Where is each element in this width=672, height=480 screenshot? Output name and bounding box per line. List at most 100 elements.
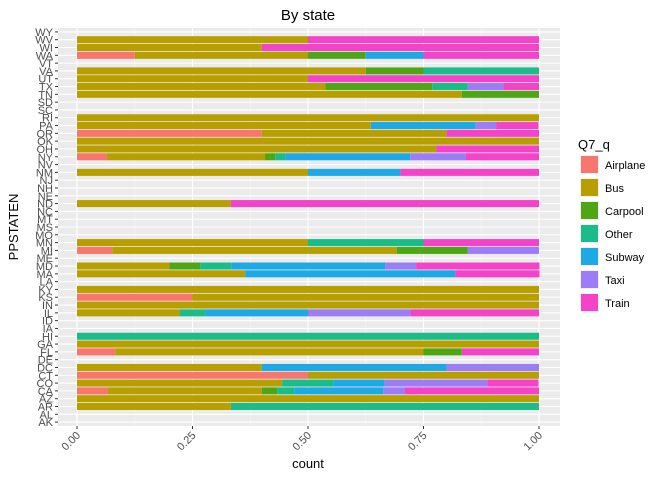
y-tick-label: OH — [37, 144, 54, 156]
bar-ar-other — [230, 402, 539, 411]
y-tick-label: ND — [37, 199, 53, 211]
bar-co-taxi — [384, 379, 488, 387]
bars — [77, 36, 540, 411]
y-tick-label: WV — [35, 35, 53, 47]
bar-az-bus — [77, 395, 539, 403]
y-tick-label: WI — [40, 43, 53, 55]
bar-il-taxi — [308, 309, 411, 317]
legend-swatch-carpool — [581, 202, 598, 219]
legend-label-taxi: Taxi — [605, 275, 625, 287]
bar-wa-carpool — [308, 51, 366, 59]
bar-co-subway — [333, 379, 385, 387]
y-tick-label: AL — [40, 409, 53, 421]
y-tick-label: DE — [38, 355, 53, 367]
bar-mi-airplane — [77, 246, 113, 254]
legend-swatch-train — [581, 294, 598, 311]
legend-swatch-taxi — [581, 271, 598, 288]
legend-title: Q7_q — [578, 137, 610, 152]
bar-ny-taxi — [410, 153, 467, 161]
y-tick-label: SD — [38, 97, 53, 109]
y-tick-label: OK — [37, 136, 54, 148]
bar-wa-bus — [134, 51, 308, 59]
bar-ut-train — [308, 75, 539, 83]
y-tick-label: DC — [37, 362, 53, 374]
bar-or-bus — [261, 129, 447, 137]
bar-ca-train — [405, 387, 539, 395]
bar-oh-bus — [77, 145, 437, 153]
bar-ar-bus — [77, 402, 231, 411]
y-tick-label: IA — [43, 323, 54, 335]
y-tick-label: HI — [42, 331, 53, 343]
bar-nm-train — [400, 168, 539, 176]
legend-swatch-other — [581, 225, 598, 242]
bar-md-train — [416, 262, 540, 270]
bar-mn-other — [308, 239, 424, 247]
y-tick-label: MS — [37, 222, 54, 234]
y-tick-label: NJ — [40, 175, 53, 187]
bar-ut-bus — [77, 75, 308, 83]
y-tick-label: VA — [39, 66, 54, 78]
bar-wi-bus — [77, 43, 262, 52]
bar-or-train — [446, 129, 539, 137]
bar-nm-bus — [77, 168, 308, 176]
bar-nd-train — [230, 200, 539, 208]
y-tick-label: MI — [41, 245, 53, 257]
y-tick-label: RI — [42, 113, 53, 125]
y-axis-title: PPSTATEN — [6, 194, 21, 261]
bar-ca-carpool — [261, 387, 278, 395]
chart-title: By state — [281, 7, 335, 24]
legend-swatch-bus — [581, 179, 598, 196]
bar-fl-train — [461, 348, 539, 356]
bar-ca-other — [277, 387, 295, 395]
y-tick-label: NE — [38, 191, 53, 203]
bar-md-other — [200, 262, 232, 270]
bar-wa-train — [423, 51, 539, 59]
y-tick-label: CO — [37, 378, 54, 390]
x-tick-label: 0.50 — [290, 430, 314, 454]
bar-ma-subway — [245, 270, 456, 278]
bar-wi-train — [261, 43, 539, 52]
y-tick-label: CA — [38, 386, 54, 398]
bar-ca-subway — [294, 387, 384, 395]
bar-ny-bus — [107, 153, 266, 161]
bar-mi-taxi — [467, 246, 539, 254]
bar-tx-taxi — [467, 83, 504, 91]
bar-ca-bus — [107, 387, 262, 395]
bar-mn-bus — [77, 239, 308, 247]
bar-pa-bus — [77, 122, 371, 130]
bar-dc-bus — [77, 363, 262, 371]
y-tick-label: WA — [36, 50, 54, 62]
y-tick-label: ME — [37, 253, 54, 265]
y-tick-label: IN — [42, 300, 53, 312]
y-tick-label: MN — [36, 238, 53, 250]
y-tick-label: IL — [44, 308, 53, 320]
y-tick-label: MA — [37, 269, 54, 281]
y-tick-label: TN — [38, 89, 53, 101]
bar-md-subway — [231, 262, 386, 270]
bar-il-train — [410, 309, 539, 317]
bar-ks-bus — [192, 293, 539, 301]
bar-ny-subway — [285, 153, 411, 161]
bar-md-bus — [77, 262, 170, 270]
bar-md-carpool — [169, 262, 201, 270]
bar-mi-carpool — [396, 246, 468, 254]
legend-label-carpool: Carpool — [605, 206, 644, 218]
bar-pa-subway — [370, 122, 476, 130]
y-tick-label: TX — [39, 82, 54, 94]
y-tick-label: UT — [38, 74, 53, 86]
x-axis-title: count — [292, 456, 324, 471]
bar-ny-other — [275, 153, 286, 161]
bar-wa-subway — [365, 51, 424, 59]
bar-fl-carpool — [423, 348, 462, 356]
bar-dc-subway — [261, 363, 447, 371]
bar-il-bus — [77, 309, 180, 317]
bar-nm-subway — [308, 168, 401, 176]
bar-in-bus — [77, 301, 539, 309]
bar-va-other — [423, 67, 539, 75]
y-tick-label: MD — [36, 261, 53, 273]
bar-ky-bus — [77, 285, 539, 293]
bar-dc-taxi — [446, 363, 539, 371]
x-tick-label: 0.25 — [175, 430, 199, 454]
bar-pa-train — [496, 122, 539, 130]
